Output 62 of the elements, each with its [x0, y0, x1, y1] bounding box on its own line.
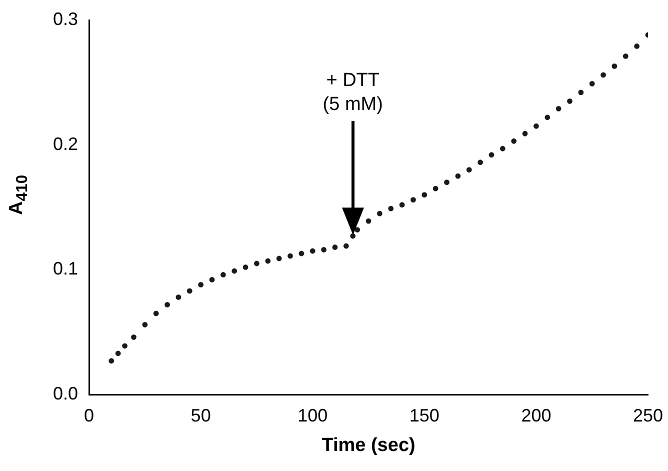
point	[242, 264, 248, 270]
point	[142, 322, 148, 328]
point	[153, 310, 159, 316]
x-axis-title: Time (sec)	[322, 434, 416, 456]
point	[534, 123, 539, 129]
point	[544, 114, 550, 120]
point	[422, 192, 428, 198]
point	[589, 80, 595, 86]
point	[265, 258, 271, 264]
point	[321, 247, 326, 252]
point	[220, 272, 226, 278]
point	[634, 44, 640, 49]
y-tick-label: 0.1	[52, 258, 78, 279]
point	[122, 343, 128, 349]
point	[600, 72, 606, 78]
point	[578, 90, 584, 96]
point	[198, 282, 204, 288]
point	[276, 256, 282, 262]
x-tick-label: 0	[84, 405, 94, 426]
point	[556, 106, 562, 112]
y-tick-label: 0.0	[52, 384, 78, 404]
point	[288, 253, 293, 259]
point	[131, 334, 136, 340]
annotation: + DTT (5 mM)	[322, 69, 384, 118]
point	[232, 268, 238, 274]
x-tick-label: 250	[632, 405, 664, 426]
point	[115, 350, 121, 356]
x-tick-label: 150	[409, 405, 440, 426]
point	[376, 210, 382, 216]
point	[522, 130, 528, 136]
point	[567, 98, 572, 104]
point	[478, 160, 484, 166]
point	[108, 358, 114, 364]
point	[254, 260, 260, 266]
x-tick-label: 50	[190, 405, 211, 426]
point	[388, 206, 394, 212]
point	[310, 248, 316, 254]
point	[399, 202, 405, 208]
point	[455, 173, 461, 179]
point	[343, 243, 349, 249]
point	[332, 244, 338, 250]
point	[488, 152, 494, 158]
point	[511, 138, 517, 144]
point	[186, 288, 192, 294]
point	[164, 302, 170, 308]
point	[366, 218, 372, 224]
point	[410, 197, 416, 203]
point	[622, 54, 628, 59]
x-tick-label: 200	[521, 405, 552, 426]
point	[176, 294, 182, 300]
point	[612, 64, 618, 69]
point	[432, 186, 438, 192]
point	[354, 227, 360, 232]
y-tick-label: 0.3	[52, 8, 78, 29]
point	[209, 277, 215, 282]
point	[444, 180, 450, 186]
y-tick-label: 0.2	[52, 134, 78, 154]
point	[466, 167, 472, 173]
x-tick-label: 100	[298, 405, 328, 426]
point	[298, 250, 304, 256]
point	[500, 146, 506, 152]
point	[350, 233, 356, 239]
